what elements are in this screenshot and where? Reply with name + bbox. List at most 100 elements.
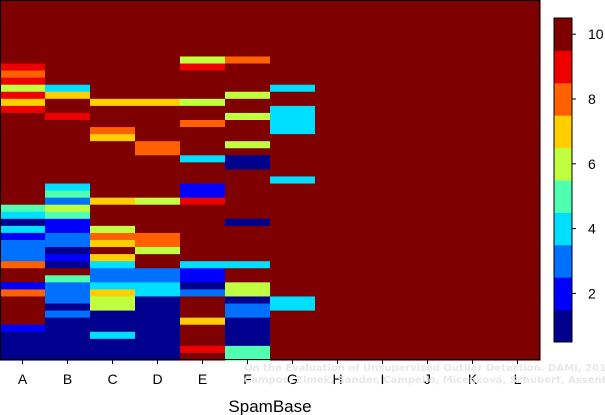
heatmap-cell [0, 247, 46, 255]
heatmap-cell [315, 310, 361, 319]
heatmap-cell [495, 127, 541, 135]
heatmap-cell [180, 317, 226, 326]
heatmap-cell [405, 134, 451, 142]
heatmap-cell [450, 148, 496, 156]
heatmap-cell [450, 84, 496, 93]
heatmap-cell [270, 324, 316, 333]
heatmap-cell [405, 352, 451, 361]
heatmap-cell [225, 134, 271, 142]
heatmap-cell [135, 28, 181, 36]
heatmap-cell [180, 84, 226, 93]
heatmap-cell [405, 176, 451, 185]
heatmap-cell [270, 218, 316, 227]
heatmap-cell [270, 155, 316, 163]
heatmap-cell [90, 105, 136, 114]
heatmap-cell [270, 112, 316, 121]
heatmap-cell [450, 49, 496, 58]
heatmap-cell [450, 134, 496, 142]
heatmap-cell [270, 169, 316, 178]
heatmap-cell [270, 0, 316, 8]
heatmap-cell [360, 134, 406, 142]
heatmap-cell [405, 240, 451, 248]
heatmap-cell [135, 303, 181, 312]
heatmap-cell [135, 338, 181, 347]
heatmap-cell [90, 56, 136, 65]
heatmap-cell [405, 289, 451, 298]
heatmap-cell [225, 91, 271, 100]
heatmap-cell [270, 176, 316, 185]
heatmap-cell [360, 240, 406, 248]
heatmap-cell [180, 282, 226, 291]
heatmap-cell [405, 127, 451, 135]
heatmap-cell [315, 190, 361, 199]
heatmap-cell [225, 63, 271, 72]
heatmap-cell [315, 289, 361, 298]
heatmap-cell [450, 7, 496, 15]
heatmap-cell [405, 42, 451, 51]
heatmap-cell [90, 127, 136, 135]
x-tick-label: C [107, 371, 117, 387]
heatmap-cell [45, 98, 91, 107]
heatmap-cell [90, 197, 136, 206]
heatmap-cell [450, 0, 496, 8]
heatmap-cell [315, 141, 361, 149]
heatmap-cell [90, 310, 136, 319]
heatmap-cell [270, 211, 316, 220]
heatmap-cell [225, 183, 271, 192]
heatmap-cell [450, 120, 496, 128]
heatmap-cell [90, 91, 136, 100]
heatmap-cell [225, 268, 271, 276]
heatmap-cell [360, 247, 406, 255]
heatmap-cell [360, 254, 406, 262]
heatmap-cell [135, 352, 181, 361]
heatmap-cell [315, 35, 361, 43]
heatmap-cell [315, 197, 361, 206]
heatmap-cell [90, 218, 136, 227]
heatmap-cell [180, 148, 226, 156]
heatmap-cell [90, 324, 136, 333]
x-tick-label: E [198, 371, 207, 387]
plot-frame [0, 0, 540, 360]
heatmap-cell [225, 84, 271, 93]
heatmap-cell [135, 324, 181, 333]
heatmap-cell [90, 296, 136, 305]
heatmap-cell [180, 338, 226, 347]
heatmap-cell [225, 225, 271, 234]
heatmap-cell [135, 296, 181, 305]
heatmap-cell [90, 155, 136, 163]
heatmap-cell [405, 275, 451, 283]
heatmap-cell [495, 0, 541, 8]
heatmap-cell [90, 63, 136, 72]
heatmap-cell [450, 169, 496, 178]
heatmap-cell [315, 0, 361, 8]
colorbar-segment [554, 50, 572, 84]
heatmap-cell [360, 331, 406, 340]
heatmap-cell [360, 352, 406, 361]
heatmap-cell [90, 169, 136, 178]
heatmap-cell [180, 42, 226, 51]
heatmap-cell [225, 35, 271, 43]
heatmap-cell [135, 345, 181, 354]
heatmap-cell [405, 14, 451, 22]
heatmap-cell [360, 7, 406, 15]
heatmap-cell [495, 120, 541, 128]
heatmap-cell [450, 28, 496, 36]
heatmap-cell [180, 352, 226, 361]
heatmap-cell [90, 148, 136, 156]
heatmap-cell [45, 275, 91, 283]
heatmap-cell [0, 282, 46, 291]
heatmap-cell [45, 56, 91, 65]
heatmap-cell [45, 183, 91, 192]
heatmap-cell [360, 42, 406, 51]
heatmap-cell [450, 254, 496, 262]
heatmap-cell [405, 183, 451, 192]
heatmap-cell [450, 105, 496, 114]
heatmap-cell [180, 28, 226, 36]
heatmap-cell [180, 232, 226, 241]
heatmap-cell [225, 176, 271, 185]
heatmap-cell [270, 84, 316, 93]
heatmap-cell [360, 317, 406, 326]
heatmap-cell [45, 317, 91, 326]
heatmap-cell [90, 317, 136, 326]
heatmap-cell [135, 91, 181, 100]
